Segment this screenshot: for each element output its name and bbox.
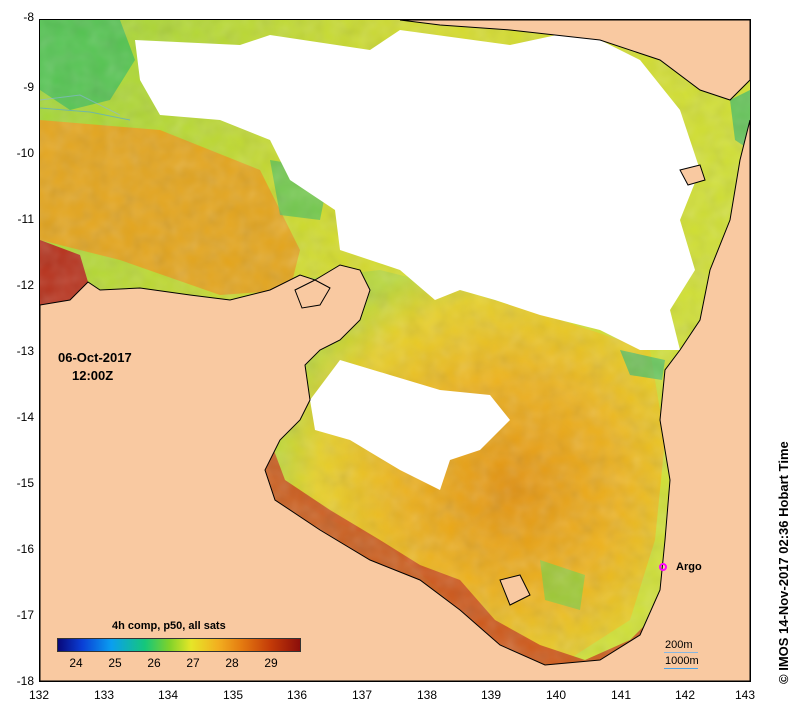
x-tick-label: 132 xyxy=(28,688,50,702)
land-arnhem xyxy=(40,119,750,681)
x-tick-label: 140 xyxy=(545,688,567,702)
cloud-mask xyxy=(135,30,700,350)
y-tick-label: -14 xyxy=(16,410,34,424)
argo-label: Argo xyxy=(676,561,702,573)
map-panel xyxy=(39,19,751,682)
isobath-200-label: 200m xyxy=(665,639,693,651)
colorbar-tick: 24 xyxy=(69,656,83,670)
x-tick-label: 136 xyxy=(286,688,308,702)
x-tick-label: 141 xyxy=(610,688,632,702)
colorbar-tick: 28 xyxy=(225,656,239,670)
x-tick-label: 137 xyxy=(351,688,373,702)
colorbar-tick: 25 xyxy=(108,656,122,670)
y-tick-label: -10 xyxy=(16,146,34,160)
y-tick-label: -15 xyxy=(16,476,34,490)
colorbar-tick: 27 xyxy=(186,656,200,670)
x-tick-label: 139 xyxy=(480,688,502,702)
cloud-mask xyxy=(480,165,520,205)
sst-map xyxy=(40,20,750,681)
date-label: 06-Oct-2017 xyxy=(58,350,132,365)
x-tick-label: 143 xyxy=(734,688,756,702)
land-island xyxy=(499,574,531,606)
isobath-line xyxy=(40,107,131,121)
colorbar-tick: 26 xyxy=(147,656,161,670)
x-tick-label: 133 xyxy=(93,688,115,702)
x-tick-label: 142 xyxy=(674,688,696,702)
isobath-1000-swatch xyxy=(664,668,698,669)
y-tick-label: -16 xyxy=(16,542,34,556)
y-tick-label: -13 xyxy=(16,344,34,358)
y-tick-label: -12 xyxy=(16,278,34,292)
y-tick-label: -11 xyxy=(17,212,34,226)
isobath-200-swatch xyxy=(664,652,698,653)
time-label: 12:00Z xyxy=(72,368,114,383)
colorbar-title: 4h comp, p50, all sats xyxy=(112,620,226,632)
argo-marker-icon xyxy=(659,563,667,571)
cloud-mask xyxy=(310,360,510,490)
colorbar-tick: 29 xyxy=(264,656,278,670)
x-tick-label: 135 xyxy=(222,688,244,702)
isobath-line xyxy=(40,94,121,116)
copyright-icon: © xyxy=(776,674,791,684)
y-tick-label: -9 xyxy=(23,80,34,94)
credit-text: © IMOS 14-Nov-2017 02:36 Hobart Time xyxy=(776,441,791,684)
isobath-1000-label: 1000m xyxy=(665,655,699,667)
y-tick-label: -8 xyxy=(23,10,34,24)
colorbar xyxy=(57,638,301,652)
credit-label: IMOS 14-Nov-2017 02:36 Hobart Time xyxy=(776,441,791,671)
land-northeast-coast xyxy=(399,20,750,101)
x-tick-label: 134 xyxy=(157,688,179,702)
y-tick-label: -17 xyxy=(16,608,34,622)
land-island xyxy=(294,279,331,309)
land-island xyxy=(679,164,706,186)
x-tick-label: 138 xyxy=(416,688,438,702)
y-tick-label: -18 xyxy=(16,674,34,688)
cloud-mask xyxy=(570,120,630,190)
